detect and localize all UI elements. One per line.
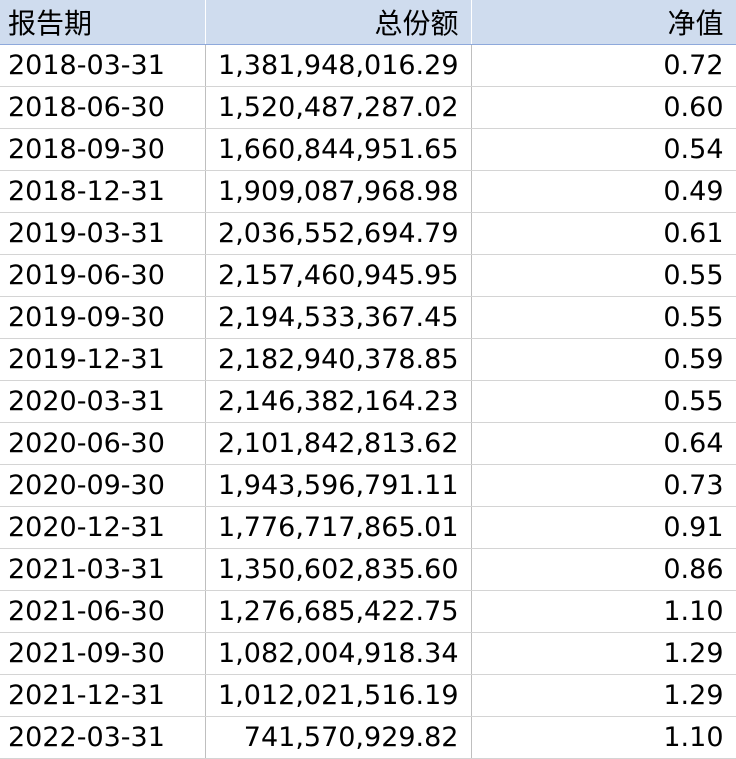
table-row: 2020-09-30 1,943,596,791.11 0.73 (0, 464, 736, 507)
net-value-cell[interactable]: 1.29 (471, 632, 736, 675)
total-shares-cell[interactable]: 1,520,487,287.02 (205, 86, 472, 129)
net-value-cell[interactable]: 0.86 (471, 548, 736, 591)
net-value-cell[interactable]: 0.73 (471, 464, 736, 507)
total-shares-cell[interactable]: 1,660,844,951.65 (205, 128, 472, 171)
net-value-cell[interactable]: 0.72 (471, 44, 736, 87)
report-period-cell[interactable]: 2020-03-31 (0, 380, 206, 423)
header-cell-total-shares[interactable]: 总份额 (205, 0, 472, 45)
total-shares-cell[interactable]: 2,157,460,945.95 (205, 254, 472, 297)
header-cell-net-value[interactable]: 净值 (471, 0, 736, 45)
total-shares-cell[interactable]: 1,381,948,016.29 (205, 44, 472, 87)
table-row: 2019-03-31 2,036,552,694.79 0.61 (0, 212, 736, 255)
table-row: 2020-06-30 2,101,842,813.62 0.64 (0, 422, 736, 465)
net-value-cell[interactable]: 0.55 (471, 380, 736, 423)
table-row: 2018-09-30 1,660,844,951.65 0.54 (0, 128, 736, 171)
total-shares-cell[interactable]: 1,276,685,422.75 (205, 590, 472, 633)
report-period-cell[interactable]: 2018-03-31 (0, 44, 206, 87)
table-row: 2022-03-31 741,570,929.82 1.10 (0, 716, 736, 759)
net-value-cell[interactable]: 0.61 (471, 212, 736, 255)
total-shares-cell[interactable]: 2,036,552,694.79 (205, 212, 472, 255)
report-period-cell[interactable]: 2021-09-30 (0, 632, 206, 675)
table-row: 2018-12-31 1,909,087,968.98 0.49 (0, 170, 736, 213)
total-shares-cell[interactable]: 1,909,087,968.98 (205, 170, 472, 213)
header-row: 报告期 总份额 净值 (0, 0, 736, 45)
net-value-cell[interactable]: 0.55 (471, 296, 736, 339)
net-value-cell[interactable]: 1.29 (471, 674, 736, 717)
report-period-cell[interactable]: 2018-06-30 (0, 86, 206, 129)
total-shares-cell[interactable]: 1,012,021,516.19 (205, 674, 472, 717)
report-period-cell[interactable]: 2020-06-30 (0, 422, 206, 465)
total-shares-cell[interactable]: 1,350,602,835.60 (205, 548, 472, 591)
report-period-cell[interactable]: 2021-03-31 (0, 548, 206, 591)
table-row: 2021-03-31 1,350,602,835.60 0.86 (0, 548, 736, 591)
report-period-cell[interactable]: 2022-03-31 (0, 716, 206, 759)
report-period-cell[interactable]: 2019-03-31 (0, 212, 206, 255)
total-shares-cell[interactable]: 741,570,929.82 (205, 716, 472, 759)
net-value-cell[interactable]: 1.10 (471, 716, 736, 759)
table-row: 2021-06-30 1,276,685,422.75 1.10 (0, 590, 736, 633)
net-value-cell[interactable]: 0.64 (471, 422, 736, 465)
report-period-cell[interactable]: 2020-09-30 (0, 464, 206, 507)
net-value-cell[interactable]: 0.49 (471, 170, 736, 213)
net-value-cell[interactable]: 0.55 (471, 254, 736, 297)
report-period-cell[interactable]: 2019-12-31 (0, 338, 206, 381)
net-value-cell[interactable]: 0.59 (471, 338, 736, 381)
table-row: 2019-09-30 2,194,533,367.45 0.55 (0, 296, 736, 339)
table-row: 2018-06-30 1,520,487,287.02 0.60 (0, 86, 736, 129)
report-period-cell[interactable]: 2018-09-30 (0, 128, 206, 171)
total-shares-cell[interactable]: 2,194,533,367.45 (205, 296, 472, 339)
table-row: 2019-06-30 2,157,460,945.95 0.55 (0, 254, 736, 297)
table-row: 2018-03-31 1,381,948,016.29 0.72 (0, 44, 736, 87)
total-shares-cell[interactable]: 1,943,596,791.11 (205, 464, 472, 507)
table-row: 2021-12-31 1,012,021,516.19 1.29 (0, 674, 736, 717)
table-row: 2020-12-31 1,776,717,865.01 0.91 (0, 506, 736, 549)
net-value-cell[interactable]: 0.60 (471, 86, 736, 129)
table-row: 2021-09-30 1,082,004,918.34 1.29 (0, 632, 736, 675)
table-row: 2020-03-31 2,146,382,164.23 0.55 (0, 380, 736, 423)
table-body: 2018-03-31 1,381,948,016.29 0.72 2018-06-30… (0, 44, 736, 759)
net-value-cell[interactable]: 1.10 (471, 590, 736, 633)
net-value-cell[interactable]: 0.54 (471, 128, 736, 171)
total-shares-cell[interactable]: 2,146,382,164.23 (205, 380, 472, 423)
header-cell-report-period[interactable]: 报告期 (0, 0, 206, 45)
total-shares-cell[interactable]: 1,082,004,918.34 (205, 632, 472, 675)
total-shares-cell[interactable]: 2,101,842,813.62 (205, 422, 472, 465)
report-period-cell[interactable]: 2021-12-31 (0, 674, 206, 717)
report-period-cell[interactable]: 2019-09-30 (0, 296, 206, 339)
report-period-cell[interactable]: 2020-12-31 (0, 506, 206, 549)
report-period-cell[interactable]: 2021-06-30 (0, 590, 206, 633)
table-row: 2019-12-31 2,182,940,378.85 0.59 (0, 338, 736, 381)
net-value-cell[interactable]: 0.91 (471, 506, 736, 549)
report-period-cell[interactable]: 2019-06-30 (0, 254, 206, 297)
report-period-cell[interactable]: 2018-12-31 (0, 170, 206, 213)
total-shares-cell[interactable]: 2,182,940,378.85 (205, 338, 472, 381)
total-shares-cell[interactable]: 1,776,717,865.01 (205, 506, 472, 549)
